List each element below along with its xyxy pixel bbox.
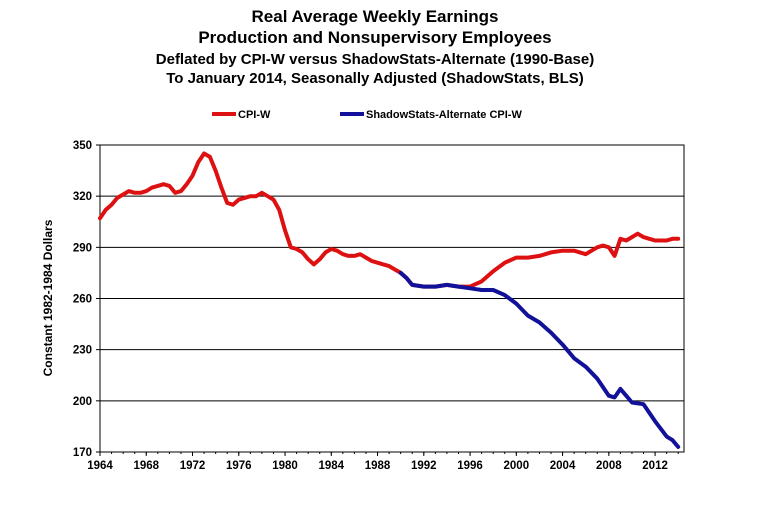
x-tick-label-1992: 1992 (411, 460, 437, 472)
gridlines (100, 195, 684, 402)
y-tick-label-260: 260 (73, 294, 92, 306)
y-axis-ticks: 170 200 230 260 290 320 350 (73, 140, 100, 459)
x-tick-label-1968: 1968 (133, 460, 159, 472)
x-tick-label-1964: 1964 (87, 460, 113, 472)
x-tick-label-1972: 1972 (180, 460, 206, 472)
x-tick-label-2000: 2000 (504, 460, 530, 472)
y-tick-label-350: 350 (73, 140, 92, 152)
y-tick-label-170: 170 (73, 447, 92, 459)
x-tick-label-1984: 1984 (318, 460, 344, 472)
series-lines (98, 151, 681, 449)
chart-subtitle-line-1: Deflated by CPI-W versus ShadowStats-Alt… (156, 51, 594, 68)
x-tick-label-2008: 2008 (596, 460, 622, 472)
chart-titles: Real Average Weekly Earnings Production … (156, 7, 594, 87)
legend: CPI-W ShadowStats-Alternate CPI-W (212, 109, 522, 121)
x-tick-label-2004: 2004 (550, 460, 576, 472)
legend-label-cpi-w: CPI-W (238, 109, 271, 121)
y-axis-label: Constant 1982-1984 Dollars (41, 219, 55, 376)
chart-subtitle-line-2: To January 2014, Seasonally Adjusted (Sh… (166, 70, 584, 87)
y-tick-label-320: 320 (73, 191, 92, 203)
chart-title-line-1: Real Average Weekly Earnings (252, 7, 499, 26)
x-tick-label-1980: 1980 (272, 460, 298, 472)
y-tick-label-200: 200 (73, 396, 92, 408)
y-tick-label-230: 230 (73, 345, 92, 357)
legend-label-shadowstats: ShadowStats-Alternate CPI-W (366, 109, 522, 121)
x-axis-ticks: 1964 1968 1972 1976 1980 1984 1988 1992 1996 2000… (87, 452, 679, 472)
x-tick-label-1988: 1988 (365, 460, 391, 472)
x-tick-label-1976: 1976 (226, 460, 252, 472)
series-line-shadowstats (398, 270, 681, 449)
y-tick-label-290: 290 (73, 242, 92, 254)
x-tick-label-2012: 2012 (642, 460, 668, 472)
series-line-cpi-w (98, 151, 681, 289)
x-tick-label-1996: 1996 (457, 460, 483, 472)
chart-title-line-2: Production and Nonsupervisory Employees (198, 28, 551, 47)
